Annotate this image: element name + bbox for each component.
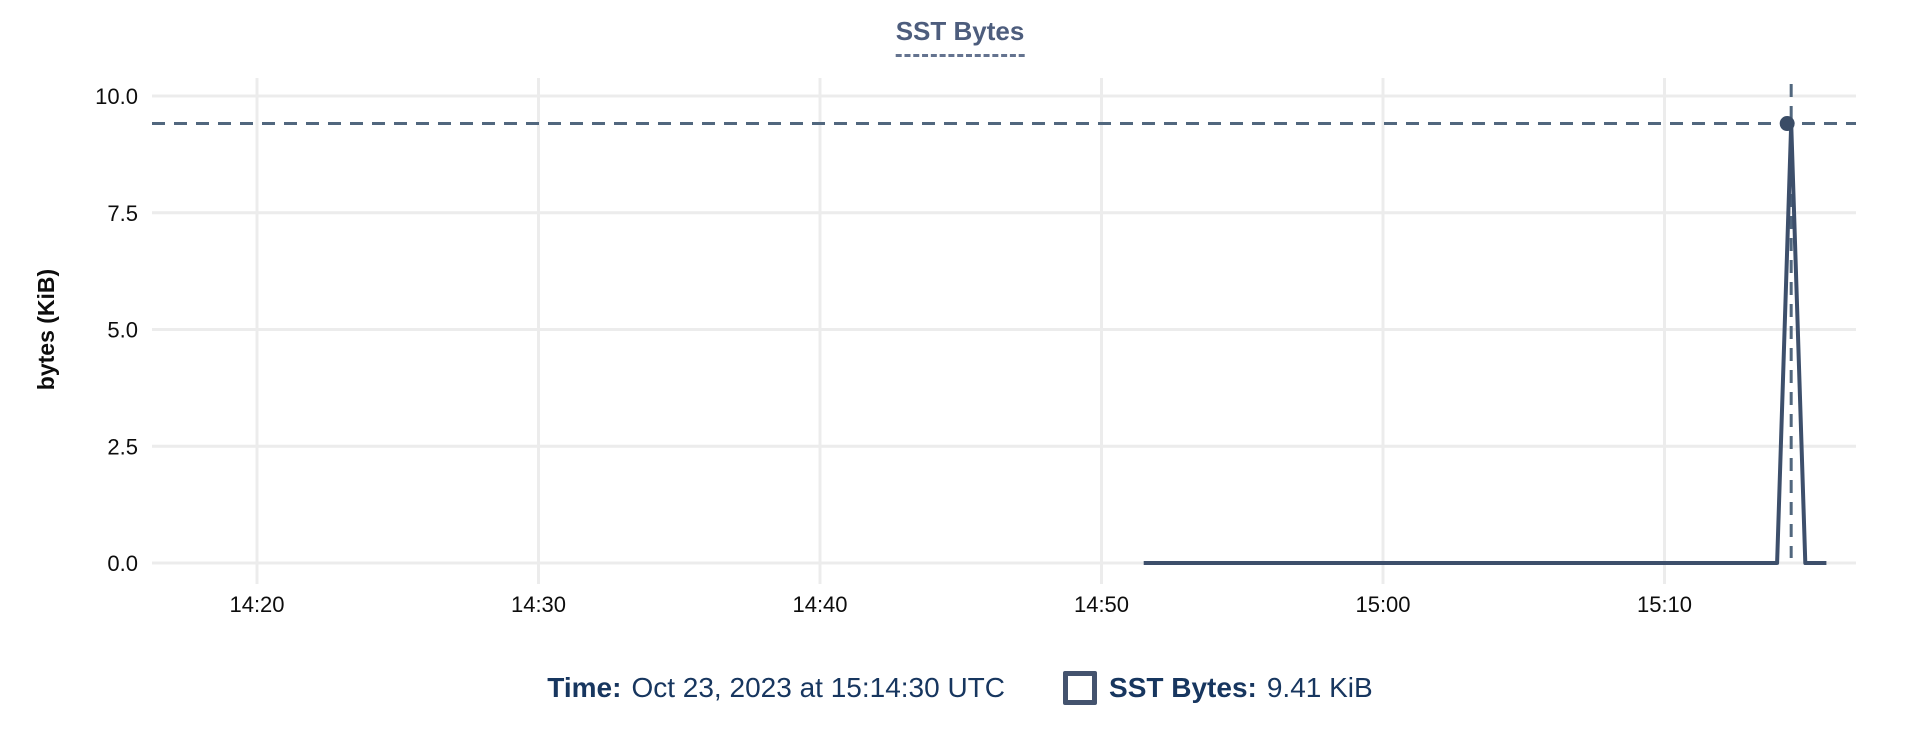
y-axis-title: bytes (KiB) xyxy=(33,269,59,390)
tooltip-time-label: Time: xyxy=(547,672,622,703)
y-tick-label: 10.0 xyxy=(95,84,138,109)
legend-swatch-icon[interactable] xyxy=(1063,671,1098,705)
tooltip-time-value: Oct 23, 2023 at 15:14:30 UTC xyxy=(631,672,1006,703)
series-line xyxy=(1143,121,1827,565)
chart-tooltip-legend: Time: Oct 23, 2023 at 15:14:30 UTC SST B… xyxy=(0,671,1920,705)
y-tick-label: 0.0 xyxy=(107,551,138,576)
legend-item-sst-bytes[interactable]: SST Bytes: 9.41 KiB xyxy=(1063,671,1373,705)
legend-series-label: SST Bytes: xyxy=(1109,672,1257,703)
tooltip-time: Time: Oct 23, 2023 at 15:14:30 UTC xyxy=(547,672,1005,704)
x-tick-label: 14:40 xyxy=(792,592,847,617)
chart-title[interactable]: SST Bytes xyxy=(895,16,1025,57)
x-tick-label: 14:20 xyxy=(229,592,284,617)
x-tick-label: 14:30 xyxy=(511,592,566,617)
y-tick-label: 5.0 xyxy=(107,318,138,343)
x-tick-label: 15:00 xyxy=(1355,592,1410,617)
sst-bytes-chart[interactable]: 0.0 2.5 5.0 7.5 10.0 14:20 14:30 14:40 14:50 15:0… xyxy=(0,0,1920,660)
peak-marker-dot xyxy=(1779,116,1795,132)
x-tick-label: 15:10 xyxy=(1637,592,1692,617)
legend-series-value: 9.41 KiB xyxy=(1266,672,1373,703)
y-tick-label: 2.5 xyxy=(107,434,138,459)
y-tick-label: 7.5 xyxy=(107,201,138,226)
x-tick-label: 14:50 xyxy=(1074,592,1129,617)
